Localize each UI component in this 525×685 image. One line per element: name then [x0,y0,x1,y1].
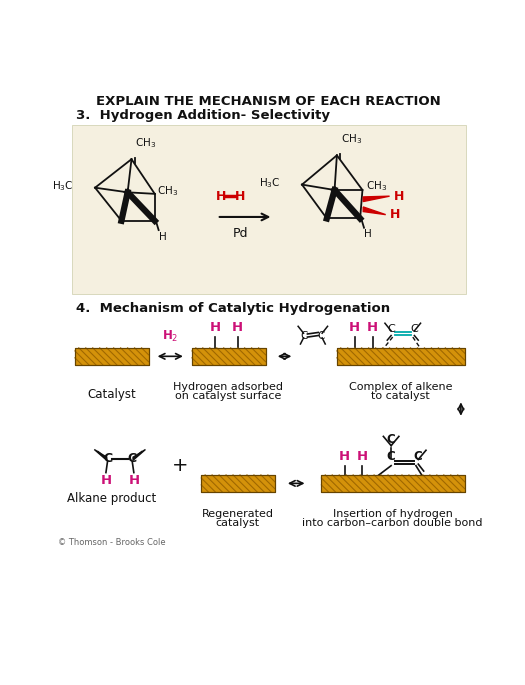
Text: 4.  Mechanism of Catalytic Hydrogenation: 4. Mechanism of Catalytic Hydrogenation [77,301,391,314]
Text: EXPLAIN THE MECHANISM OF EACH REACTION: EXPLAIN THE MECHANISM OF EACH REACTION [96,95,441,108]
Bar [75,348,149,365]
Text: Complex of alkene: Complex of alkene [349,382,452,392]
Polygon shape [133,449,145,460]
Bar [337,348,465,365]
Text: H: H [394,190,405,203]
Bar [337,348,465,365]
Text: to catalyst: to catalyst [371,391,430,401]
Bar [201,475,275,492]
Text: C: C [127,452,136,465]
Bar [201,475,275,492]
Text: CH$_3$: CH$_3$ [157,185,178,199]
Text: H: H [215,190,226,203]
Text: H: H [209,321,221,334]
Text: H$_3$C: H$_3$C [52,179,74,193]
Text: H$_2$: H$_2$ [162,329,178,344]
Text: into carbon–carbon double bond: into carbon–carbon double bond [302,518,483,528]
Text: C: C [301,331,308,340]
Text: C: C [414,450,423,463]
Text: H$_3$C: H$_3$C [259,176,280,190]
Text: C: C [387,433,395,446]
Text: H: H [357,450,368,463]
Text: H: H [128,474,139,487]
Polygon shape [363,196,390,201]
Bar [321,475,465,492]
Text: H: H [232,321,243,334]
Text: +: + [172,456,188,475]
Text: C: C [387,324,395,334]
Text: 3.  Hydrogen Addition- Selectivity: 3. Hydrogen Addition- Selectivity [77,109,330,122]
Text: catalyst: catalyst [216,518,260,528]
Text: H: H [159,232,166,242]
Text: H: H [339,450,350,463]
Bar [192,348,266,365]
Bar [321,475,465,492]
Text: Regenerated: Regenerated [202,509,274,519]
Text: CH$_3$: CH$_3$ [366,179,387,193]
Text: C: C [104,452,113,465]
Polygon shape [94,449,107,460]
Text: Hydrogen adsorbed: Hydrogen adsorbed [173,382,284,392]
Text: H: H [349,321,360,334]
Text: Insertion of hydrogen: Insertion of hydrogen [333,509,453,519]
Text: Catalyst: Catalyst [87,388,136,401]
Text: C: C [318,331,325,340]
Text: H: H [235,190,245,203]
Text: C: C [387,450,395,463]
Text: CH$_3$: CH$_3$ [135,136,156,150]
Text: H: H [100,474,111,487]
Text: Pd: Pd [232,227,248,240]
Text: © Thomson - Brooks Cole: © Thomson - Brooks Cole [58,538,165,547]
Text: on catalyst surface: on catalyst surface [175,391,281,401]
Bar [72,125,466,294]
Bar [75,348,149,365]
Bar [192,348,266,365]
Text: C: C [411,324,418,334]
Text: H: H [364,229,372,239]
Text: CH$_3$: CH$_3$ [341,132,362,146]
Text: Alkane product: Alkane product [67,492,156,505]
Polygon shape [363,207,386,214]
Text: H: H [367,321,378,334]
Text: H: H [391,208,401,221]
